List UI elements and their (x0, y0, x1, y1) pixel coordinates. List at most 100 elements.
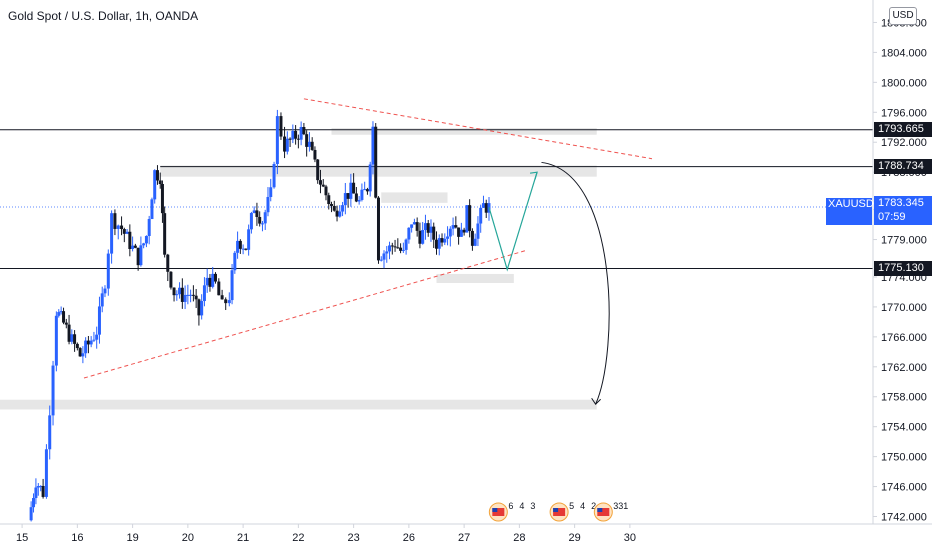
candle-body (457, 227, 461, 237)
currency-button[interactable]: USD (889, 7, 917, 25)
candle-body (84, 340, 88, 354)
candle-body (294, 130, 298, 139)
candle-body (338, 211, 342, 217)
supply-demand-zones (0, 128, 597, 410)
candle-body (390, 245, 394, 247)
candle-body (335, 210, 339, 217)
y-tick-label: 1796.000 (881, 107, 927, 119)
ticker-countdown: 07:59 (874, 210, 932, 225)
candle-body (194, 295, 198, 300)
x-tick-label: 27 (458, 532, 470, 544)
candle-body (435, 239, 438, 249)
level-label: 1793.665 (874, 121, 932, 137)
candle-body (454, 225, 458, 228)
candle-body (396, 247, 400, 249)
projection-arrowhead (529, 171, 538, 180)
candle-body (133, 245, 137, 248)
x-tick-label: 22 (292, 532, 304, 544)
candle-body (423, 223, 427, 230)
event-count: 4 (519, 501, 524, 511)
candle-body (371, 126, 375, 165)
candle-body (202, 285, 206, 302)
event-count: 3 (530, 501, 535, 511)
chart-title: Gold Spot / U.S. Dollar, 1h, OANDA (8, 9, 199, 23)
candle-body (393, 246, 397, 248)
time-axis[interactable]: 15 16 19 20 21 22 23 26 27 28 29 30 (16, 524, 636, 544)
candle-body (67, 324, 71, 342)
candle-body (227, 300, 231, 304)
candle-body (230, 270, 234, 301)
candle-body (448, 228, 452, 237)
candle-body (465, 205, 469, 233)
candle-body (272, 164, 276, 188)
candle-body (95, 334, 99, 340)
candle-body (62, 311, 66, 323)
candle-body (266, 196, 270, 213)
x-tick-label: 15 (16, 532, 28, 544)
y-tick-label: 1766.000 (881, 332, 927, 344)
curved-arrow (541, 161, 610, 406)
candle-body (302, 126, 306, 135)
candle-body (183, 294, 187, 302)
y-tick-label: 1758.000 (881, 392, 927, 404)
event-count: 5 (569, 501, 574, 511)
event-markers[interactable]: 6 4 3 5 4 2 331 (488, 501, 628, 522)
candle-body (407, 227, 411, 240)
x-tick-label: 29 (569, 532, 581, 544)
candle-body (169, 271, 173, 288)
candle-body (388, 245, 392, 252)
candle-body (208, 277, 212, 287)
candle-body (310, 141, 314, 150)
candle-body (307, 141, 311, 147)
flag-icon-stripe (553, 508, 566, 516)
candle-body (116, 225, 120, 229)
candle-body (125, 231, 129, 234)
candle-body (92, 339, 96, 341)
candle-body (241, 248, 245, 250)
candle-body (283, 136, 287, 152)
candle-body (481, 203, 485, 208)
candle-body (175, 294, 179, 296)
event-count: 6 (508, 501, 513, 511)
trendline (83, 250, 526, 379)
zone-rect (381, 192, 448, 203)
candle-body (205, 277, 209, 286)
trendlines (83, 98, 653, 379)
price-axis[interactable]: 1742.000 1746.000 1750.000 1754.000 1758.000… (873, 17, 927, 524)
level-label: 1788.734 (874, 158, 932, 174)
projection-path (488, 171, 538, 272)
y-tick-label: 1742.000 (881, 512, 927, 524)
event-marker[interactable]: 331 (593, 501, 628, 522)
candle-body (217, 281, 221, 296)
candle-body (153, 170, 157, 200)
candle-body (473, 238, 477, 246)
candle-body (275, 116, 279, 165)
candle-body (360, 189, 364, 200)
candle-body (32, 498, 36, 508)
candle-body (106, 253, 110, 289)
candle-body (255, 210, 259, 217)
event-count: 331 (613, 501, 628, 511)
zone-rect (160, 165, 597, 177)
candle-body (313, 149, 317, 160)
candle-body (236, 240, 240, 253)
flag-icon-stripe (492, 508, 505, 516)
candle-body (249, 212, 253, 230)
candle-body (385, 251, 389, 254)
candle-body (484, 203, 488, 213)
x-tick-label: 30 (624, 532, 636, 544)
candle-body (357, 199, 361, 202)
candle-body (110, 213, 114, 254)
candle-body (122, 229, 126, 234)
candle-body (437, 238, 441, 249)
candle-body (443, 238, 447, 243)
candle-body (238, 240, 242, 249)
candle-body (147, 219, 151, 236)
y-tick-label: 1770.000 (881, 302, 927, 314)
candle-body (410, 224, 414, 228)
event-count: 2 (591, 501, 596, 511)
candle-body (376, 197, 380, 261)
